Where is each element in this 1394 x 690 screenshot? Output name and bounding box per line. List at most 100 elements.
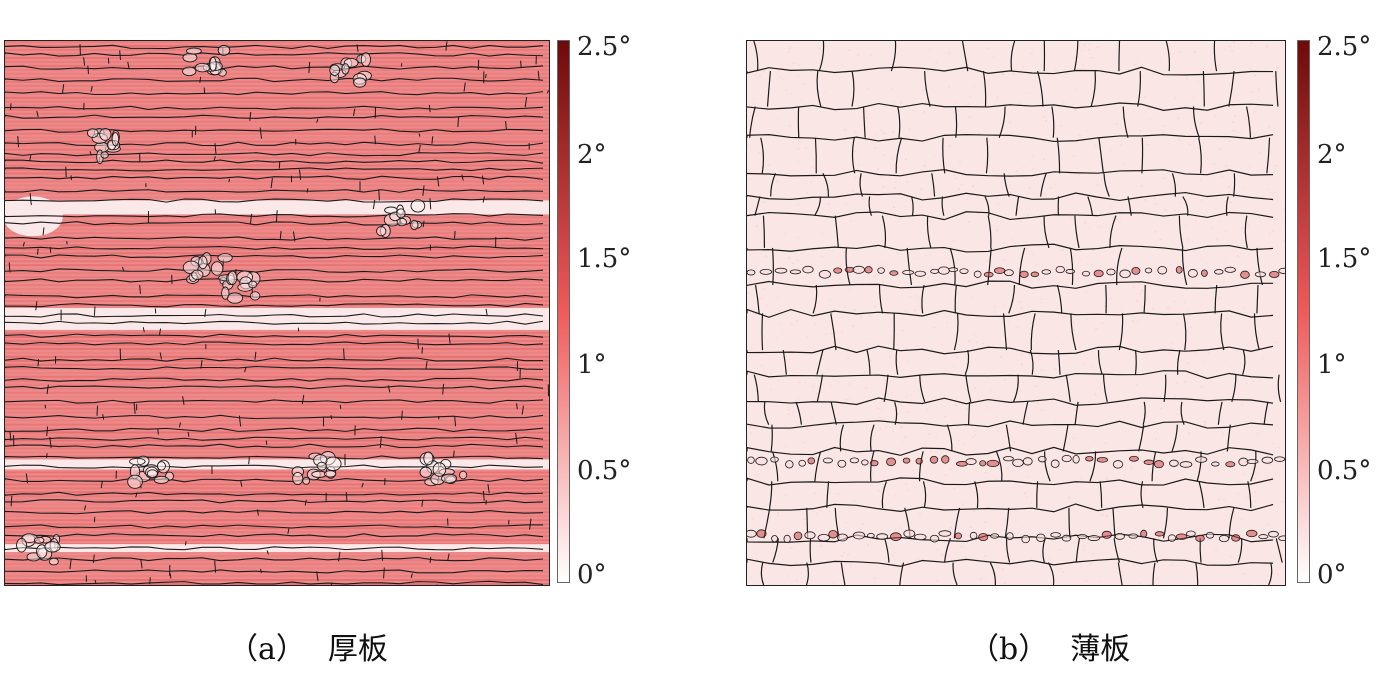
map-b-speckle [829,384,832,387]
map-b-small-grain [1030,271,1040,278]
map-b-speckle [853,500,856,502]
map-b-speckle [1086,263,1089,265]
map-b-speckle [1031,280,1034,283]
map-b-speckle [857,54,860,56]
map-a-stripe [5,471,549,474]
map-b-speckle [1058,548,1061,551]
map-b-speckle [787,428,790,430]
map-b-speckle [843,251,846,253]
map-b-speckle [958,188,961,190]
map-b-speckle [1046,481,1049,484]
map-b-small-grain [941,455,950,464]
map-b-speckle [874,147,877,150]
map-a-stripe [5,41,549,43]
map-b-speckle [963,443,966,445]
map-a-stripe [5,300,549,303]
map-b-speckle [1052,197,1055,199]
map-a-boundary [5,77,544,83]
map-b-speckle [1013,441,1016,443]
map-b-speckle [865,117,868,119]
map-b-speckle [792,538,795,540]
map-b-speckle [946,322,949,324]
map-a-stripe [5,252,549,255]
map-b-speckle [1257,88,1260,90]
colorbar-a-tick-2-5: 2.5° [577,32,632,62]
map-b-boundary-vertical [830,401,837,425]
map-a-small-grain [156,461,166,471]
map-b-speckle [1185,224,1188,227]
map-a-small-grain [100,151,109,159]
map-a-connector [249,111,252,121]
misorientation-map-a [5,41,549,585]
map-b-speckle [1223,260,1226,262]
map-b-small-grain [1021,534,1030,544]
map-b-small-grain [1041,269,1052,275]
map-b-speckle [1181,457,1184,460]
colorbar-a-tick-0-5: 0.5° [577,456,632,486]
map-b-speckle [844,129,847,131]
map-b-speckle [996,203,999,206]
map-b-speckle [1256,473,1259,475]
map-b-speckle [954,101,957,104]
map-b-small-grain [914,533,927,541]
map-b-small-grain [1050,459,1060,468]
map-b-speckle [1277,446,1280,449]
map-b-speckle [1103,305,1106,307]
map-b-speckle [1028,532,1031,535]
map-b-speckle [1018,101,1021,104]
map-b-speckle [1074,56,1077,58]
map-b-small-grain [886,457,897,467]
map-b-small-grain [1012,458,1024,467]
map-b-speckle [1275,424,1278,427]
map-b-boundary-vertical [984,196,990,216]
map-b-speckle [917,390,920,392]
map-b-speckle [983,577,986,580]
map-b-boundary-vertical [1250,451,1257,482]
map-a-connector [381,549,384,561]
map-b-speckle [1268,126,1271,128]
map-b-speckle [930,450,933,452]
map-a-connector [482,175,485,185]
map-b-speckle [1059,567,1062,570]
map-b-small-grain [1211,461,1220,467]
map-b-speckle [1115,123,1118,126]
map-b-speckle [1018,390,1021,393]
map-b-small-grain [822,457,833,464]
kam-map-thin-plate [746,40,1286,586]
map-b-speckle [878,527,881,529]
map-b-speckle [1230,367,1233,369]
panel-b: 2.5° 2° 1.5° 1° 0.5° 0° （b） 薄板 [697,0,1394,690]
map-b-speckle [900,426,903,428]
map-b-speckle [1075,88,1078,91]
map-b-boundary-vertical [1075,538,1081,563]
map-b-small-grain [1038,455,1047,463]
map-a-stripe [5,395,549,398]
map-b-small-grain [1055,265,1065,274]
map-b-speckle [1204,420,1206,423]
map-b-speckle [1242,363,1245,366]
map-b-boundary-vertical [1171,424,1178,452]
map-b-boundary-vertical [1253,313,1260,351]
map-b-speckle [853,150,856,152]
map-b-speckle [976,341,979,344]
map-a-connector [89,151,92,156]
colorbar-b-tick-0-5: 0.5° [1317,456,1372,486]
map-b-speckle [1013,391,1016,394]
map-b-speckle [1140,460,1143,462]
map-b-speckle [755,44,758,46]
map-a-stripe [5,292,549,295]
map-b-boundary-vertical [1256,247,1263,286]
map-a-stripe [5,132,549,135]
map-a-connector [421,499,424,507]
map-a-connector [61,84,65,94]
map-b-small-grain [837,459,847,468]
map-b-speckle [1245,382,1248,385]
map-b-speckle [749,425,752,428]
map-b-small-grain [774,267,788,274]
map-b-speckle [1257,90,1260,92]
map-a-stripe [5,220,549,223]
map-b-speckle [762,70,765,73]
map-b-boundary-vertical [1113,538,1121,563]
map-b-small-grain [1274,456,1285,462]
map-a-boundary [5,357,544,362]
